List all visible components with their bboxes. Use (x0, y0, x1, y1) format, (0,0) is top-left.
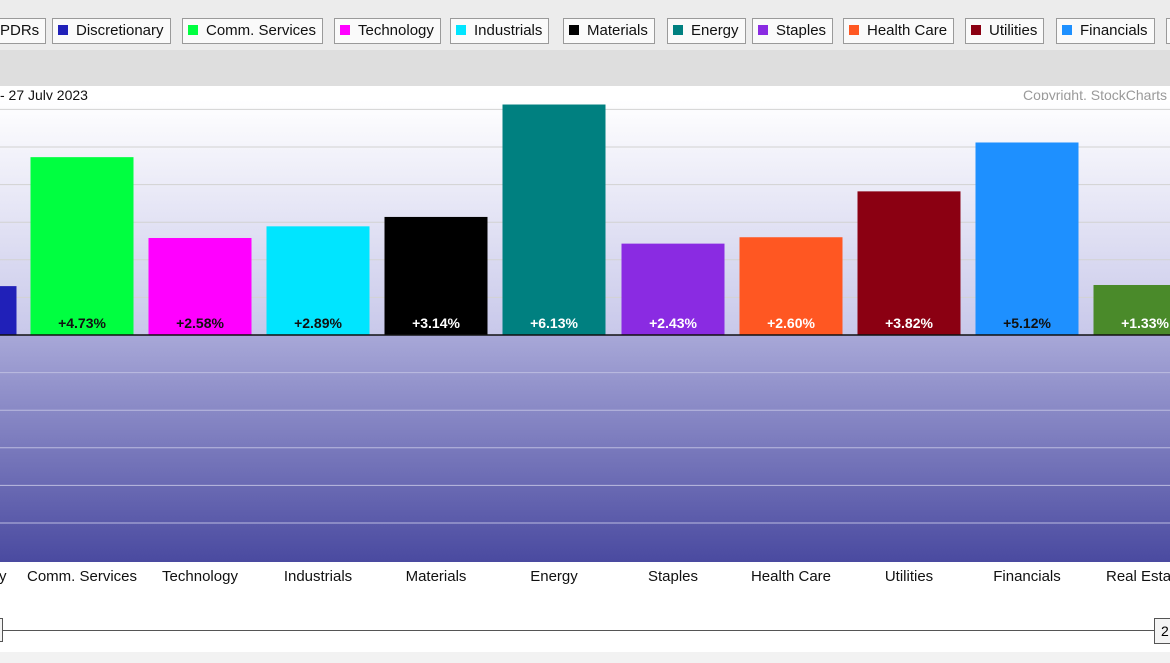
legend-item-utilities[interactable]: Utilities (965, 18, 1045, 44)
legend-item-technology[interactable]: Technology (334, 18, 441, 44)
legend-swatch (1062, 25, 1072, 35)
legend-swatch (673, 25, 683, 35)
bar-chart: +4.73% +2.58% +2.89% +3.14% +6.13% +2.43% +2.6… (0, 100, 1170, 562)
copyright-notice: Copyright, StockCharts (1023, 87, 1167, 103)
x-axis-label: Comm. Services (26, 568, 138, 585)
bar-value-label: +2.43% (649, 315, 697, 331)
x-axis-label: Utilities (884, 568, 934, 585)
x-axis-label: Financials (993, 568, 1061, 585)
range-slider-right-label: 2 (1161, 623, 1169, 639)
legend-item-health-care[interactable]: Health Care (843, 18, 955, 44)
legend-item-discretionary[interactable]: Discretionary (52, 18, 171, 44)
legend-swatch (340, 25, 350, 35)
bar-staples[interactable] (621, 243, 725, 335)
legend-panel: PDRs Discretionary Comm. Services Technolog… (0, 0, 1170, 86)
legend-strip: PDRs Discretionary Comm. Services Technolog… (0, 18, 1170, 46)
x-axis-label: Materials (405, 568, 467, 585)
range-slider-right-handle[interactable]: 2 (1154, 618, 1170, 644)
legend-item-pdrs[interactable]: PDRs (0, 18, 47, 44)
range-slider-left-handle[interactable] (0, 618, 3, 642)
legend-item-comm-services[interactable]: Comm. Services (182, 18, 324, 44)
legend-label: Health Care (867, 22, 948, 39)
negative-area-background (0, 335, 1170, 562)
bar-industrials[interactable] (266, 226, 370, 335)
bar-energy[interactable] (502, 104, 606, 336)
legend-label: Energy (691, 22, 739, 39)
x-axis-label: Technology (162, 568, 238, 585)
bar-ry[interactable] (0, 286, 17, 335)
legend-label: Financials (1080, 22, 1148, 39)
legend-swatch (971, 25, 981, 35)
legend-swatch (456, 25, 466, 35)
bar-comm-services[interactable] (30, 157, 134, 335)
x-axis-label: Real Esta (1106, 568, 1170, 585)
bar-technology[interactable] (148, 237, 252, 335)
bar-value-label: +3.82% (885, 315, 933, 331)
legend-label: Comm. Services (206, 22, 317, 39)
legend-label: PDRs (0, 22, 40, 39)
x-axis-label: Energy (530, 568, 578, 585)
bar-value-label: +2.60% (767, 315, 815, 331)
bar-health-care[interactable] (739, 237, 843, 335)
legend-item-energy[interactable]: Energy (667, 18, 746, 44)
legend-label: Technology (358, 22, 434, 39)
legend-item-financials[interactable]: Financials (1056, 18, 1155, 44)
legend-swatch (849, 25, 859, 35)
legend-swatch (758, 25, 768, 35)
legend-label: Industrials (474, 22, 543, 39)
bar-value-label: +2.89% (294, 315, 342, 331)
bar-value-label: +2.58% (176, 315, 224, 331)
x-axis-label: Staples (647, 568, 699, 585)
x-axis-label: ry (0, 568, 7, 585)
legend-item-staples[interactable]: Staples (752, 18, 834, 44)
chart-title: - 27 July 2023 (0, 87, 88, 103)
legend-item-industrials[interactable]: Industrials (450, 18, 550, 44)
legend-item-overflow[interactable] (1166, 18, 1170, 44)
range-slider-track[interactable] (0, 630, 1160, 631)
legend-label: Discretionary (76, 22, 164, 39)
x-axis-label: Industrials (283, 568, 353, 585)
bar-value-label: +5.12% (1003, 315, 1051, 331)
footer-strip (0, 652, 1170, 663)
bar-utilities[interactable] (857, 191, 961, 335)
bar-value-label: +3.14% (412, 315, 460, 331)
bar-value-label: +4.73% (58, 315, 106, 331)
legend-label: Materials (587, 22, 648, 39)
legend-swatch (188, 25, 198, 35)
x-axis-label: Health Care (750, 568, 832, 585)
bar-materials[interactable] (384, 216, 488, 335)
bar-value-label: +6.13% (530, 315, 578, 331)
bar-financials[interactable] (975, 142, 1079, 335)
legend-item-materials[interactable]: Materials (563, 18, 655, 44)
legend-label: Utilities (989, 22, 1038, 39)
legend-swatch (58, 25, 68, 35)
bar-value-label: +1.33% (1121, 315, 1169, 331)
bar-real-esta[interactable] (1093, 284, 1170, 335)
legend-swatch (569, 25, 579, 35)
legend-panel-footer (0, 50, 1170, 86)
legend-label: Staples (776, 22, 827, 39)
